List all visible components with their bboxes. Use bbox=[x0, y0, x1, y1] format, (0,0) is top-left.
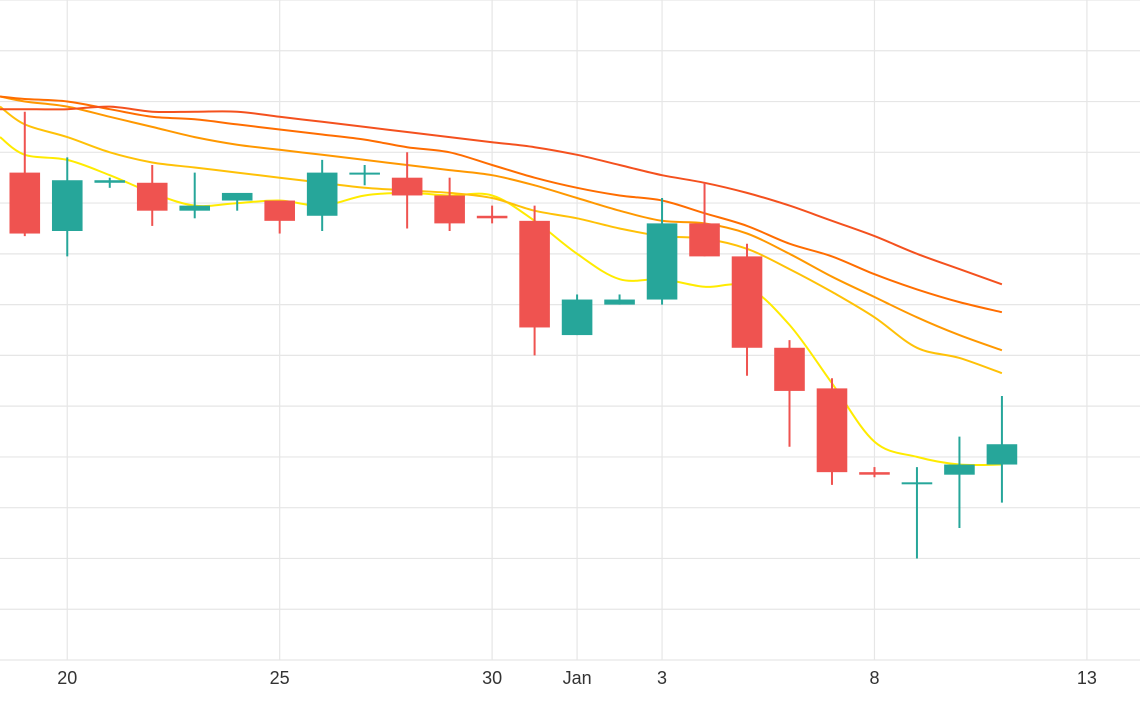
candle-body bbox=[476, 215, 508, 219]
candle bbox=[646, 198, 678, 305]
candle bbox=[9, 111, 41, 237]
candle-body bbox=[136, 182, 168, 211]
candle-body bbox=[264, 200, 295, 221]
x-tick-label: Jan bbox=[563, 668, 592, 688]
x-tick-label: 30 bbox=[482, 668, 502, 688]
candle-body bbox=[901, 482, 933, 485]
candle bbox=[349, 165, 380, 186]
candle bbox=[391, 152, 423, 229]
moving-average-line-2 bbox=[0, 105, 1003, 375]
candle-body bbox=[391, 177, 423, 196]
candle bbox=[689, 182, 720, 257]
grid-layer bbox=[0, 0, 1140, 661]
candle-body bbox=[179, 205, 211, 211]
candle-body bbox=[944, 464, 975, 475]
candle bbox=[986, 396, 1018, 503]
candle bbox=[859, 467, 890, 478]
candle-body bbox=[774, 347, 805, 391]
candle bbox=[476, 205, 508, 224]
candle-body bbox=[349, 172, 380, 175]
moving-average-line-3 bbox=[0, 95, 1003, 352]
candle bbox=[94, 177, 126, 188]
x-tick-label: 25 bbox=[270, 668, 290, 688]
candle bbox=[561, 294, 593, 336]
moving-average-line-5 bbox=[0, 105, 1003, 286]
x-tick-label: 8 bbox=[869, 668, 879, 688]
candle bbox=[136, 165, 168, 226]
candle-body bbox=[434, 195, 465, 224]
candle bbox=[774, 340, 805, 447]
x-axis: 20 25 30 Jan 3 8 13 bbox=[57, 668, 1097, 688]
candle-body bbox=[306, 172, 338, 216]
candle-body bbox=[604, 299, 635, 305]
x-tick-label: 20 bbox=[57, 668, 77, 688]
candle bbox=[816, 378, 848, 485]
candle-body bbox=[519, 220, 550, 328]
candle bbox=[731, 243, 763, 376]
candle bbox=[264, 200, 295, 234]
candle bbox=[434, 177, 465, 231]
candle bbox=[306, 159, 338, 231]
x-tick-label: 3 bbox=[657, 668, 667, 688]
candle-body bbox=[646, 223, 678, 300]
candle-body bbox=[859, 472, 890, 475]
candle-body bbox=[689, 223, 720, 257]
candle-body bbox=[561, 299, 593, 336]
candle-body bbox=[9, 172, 41, 234]
candle bbox=[221, 192, 253, 211]
candle bbox=[519, 205, 550, 356]
candle bbox=[901, 467, 933, 559]
candle bbox=[51, 157, 83, 257]
candle-body bbox=[731, 256, 763, 348]
candle-body bbox=[986, 444, 1018, 465]
candle bbox=[604, 294, 635, 305]
candle bbox=[944, 436, 975, 528]
moving-average-line-4 bbox=[0, 95, 1003, 314]
candle bbox=[179, 172, 211, 219]
candle-body bbox=[816, 388, 848, 473]
candle-layer bbox=[9, 111, 1018, 559]
candle-body bbox=[94, 180, 126, 183]
candle-body bbox=[221, 192, 253, 201]
candle-body bbox=[51, 180, 83, 231]
x-tick-label: 13 bbox=[1077, 668, 1097, 688]
